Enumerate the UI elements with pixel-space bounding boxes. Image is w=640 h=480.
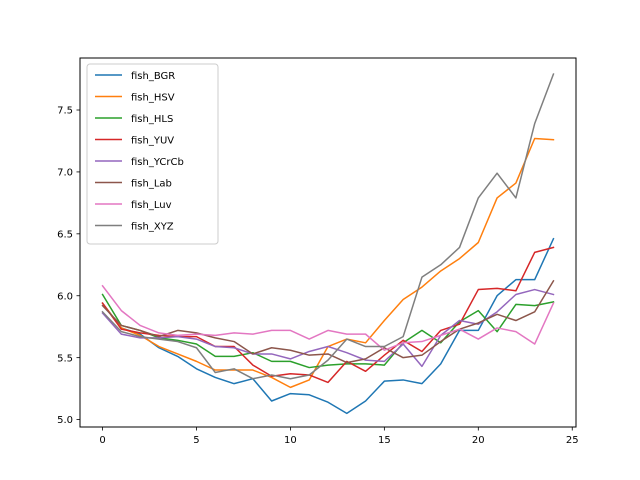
legend-label: fish_YUV	[131, 135, 174, 146]
y-tick-label: 6.5	[57, 229, 73, 240]
plot-area-frame	[79, 57, 577, 428]
series-line-fish-xyz	[101, 73, 555, 380]
x-tick-label: 15	[378, 435, 391, 446]
legend-entry: fish_HSV	[95, 92, 175, 103]
series-layer	[101, 73, 555, 415]
legend-label: fish_YCrCb	[131, 157, 184, 168]
y-tick-label: 5.5	[57, 353, 73, 364]
series-line-fish-hls	[101, 293, 555, 369]
legend-box	[86, 63, 219, 245]
legend-label: fish_XYZ	[131, 221, 174, 232]
x-tick-label: 25	[566, 435, 579, 446]
legend-entry: fish_Luv	[95, 200, 172, 211]
legend-label: fish_HLS	[131, 114, 173, 125]
legend-label: fish_Luv	[131, 200, 172, 211]
legend-entry: fish_BGR	[95, 71, 175, 82]
legend-entry: fish_XYZ	[95, 221, 174, 232]
legend-entry: fish_YCrCb	[95, 157, 184, 168]
y-axis: 5.0 5.5 6.0 6.5 7.0 7.5	[57, 106, 80, 426]
series-line-fish-luv	[101, 284, 555, 351]
series-line-fish-ycrcb	[101, 288, 555, 368]
legend-entry: fish_Lab	[95, 178, 172, 189]
x-axis: 0 5 10 15 20 25	[99, 427, 579, 446]
x-tick-label: 0	[99, 435, 105, 446]
series-line-fish-bgr	[101, 237, 555, 415]
legend-label: fish_HSV	[131, 92, 175, 103]
x-tick-label: 5	[193, 435, 199, 446]
x-tick-label: 20	[472, 435, 485, 446]
y-tick-label: 7.5	[57, 106, 73, 117]
legend-entry: fish_HLS	[95, 114, 173, 125]
legend-label: fish_BGR	[131, 71, 175, 82]
x-tick-label: 10	[284, 435, 297, 446]
legend-entry: fish_YUV	[95, 135, 174, 146]
legend: fish_BGR fish_HSV fish_HLS fish_YUV fish_YCr…	[86, 63, 219, 245]
series-line-fish-lab	[101, 279, 555, 364]
y-tick-label: 5.0	[57, 415, 73, 426]
legend-label: fish_Lab	[131, 178, 172, 189]
y-tick-label: 7.0	[57, 168, 73, 179]
y-tick-label: 6.0	[57, 291, 73, 302]
